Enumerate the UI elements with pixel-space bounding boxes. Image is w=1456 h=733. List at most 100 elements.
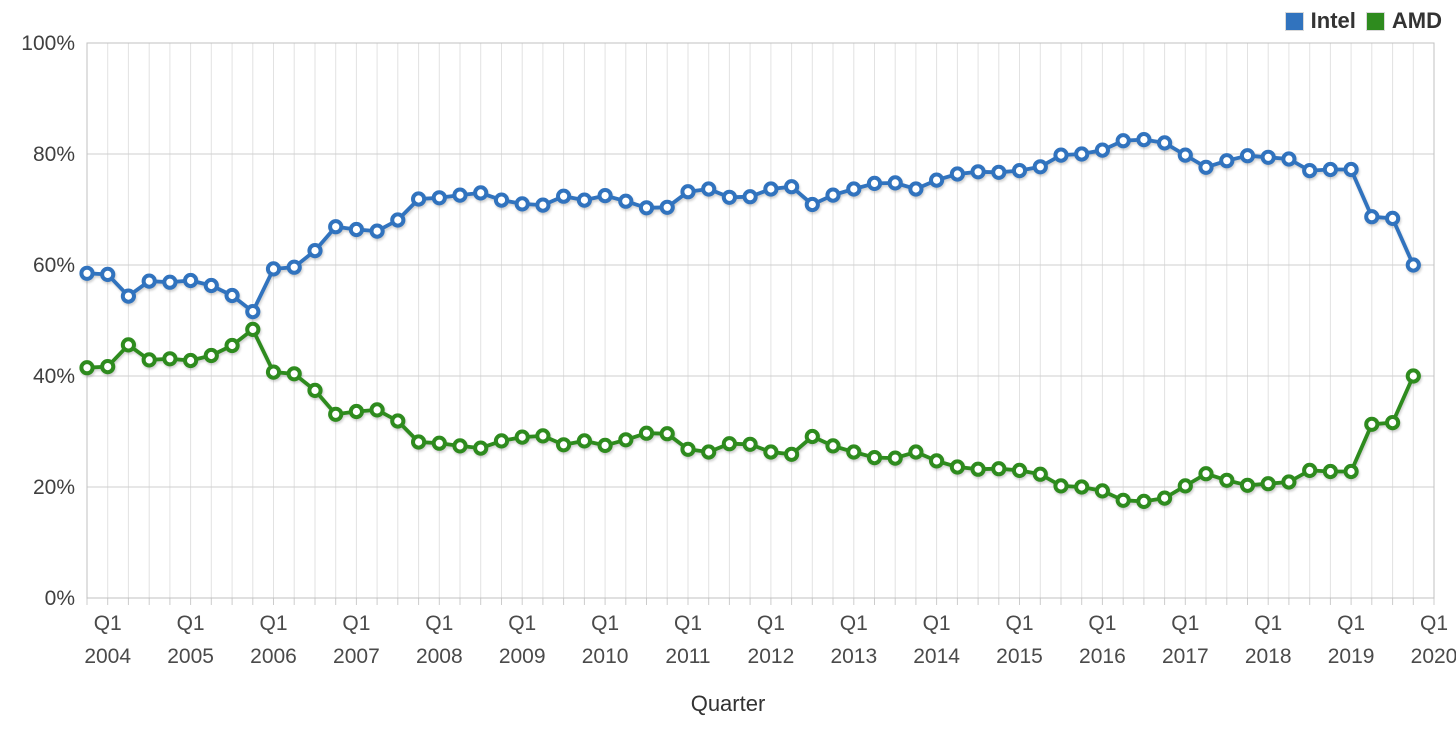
data-point-amd[interactable]	[245, 321, 261, 337]
data-point-amd[interactable]	[120, 337, 136, 353]
data-point-intel[interactable]	[286, 259, 302, 275]
data-point-intel[interactable]	[183, 272, 199, 289]
data-point-intel[interactable]	[887, 175, 903, 191]
data-point-amd[interactable]	[265, 364, 282, 380]
data-point-intel[interactable]	[1011, 163, 1028, 179]
data-point-amd[interactable]	[183, 352, 199, 369]
data-point-intel[interactable]	[1136, 132, 1152, 148]
legend-item-intel[interactable]: Intel	[1284, 10, 1356, 32]
data-point-intel[interactable]	[991, 164, 1007, 180]
data-point-intel[interactable]	[701, 181, 717, 197]
data-point-intel[interactable]	[1177, 147, 1193, 163]
data-point-intel[interactable]	[638, 200, 655, 216]
data-point-intel[interactable]	[162, 274, 178, 290]
data-point-amd[interactable]	[1302, 462, 1318, 478]
data-point-amd[interactable]	[1364, 416, 1380, 432]
data-point-intel[interactable]	[1053, 147, 1069, 163]
data-point-intel[interactable]	[100, 266, 116, 282]
data-point-intel[interactable]	[493, 192, 510, 208]
data-point-intel[interactable]	[1385, 210, 1401, 226]
data-point-amd[interactable]	[929, 453, 945, 469]
data-point-amd[interactable]	[1219, 472, 1235, 488]
data-point-intel[interactable]	[1281, 151, 1297, 167]
data-point-amd[interactable]	[369, 402, 385, 418]
data-point-intel[interactable]	[1364, 209, 1380, 225]
data-point-amd[interactable]	[452, 438, 468, 454]
data-point-amd[interactable]	[991, 461, 1007, 477]
data-point-amd[interactable]	[680, 441, 696, 457]
data-point-intel[interactable]	[804, 196, 820, 213]
data-point-amd[interactable]	[307, 382, 323, 398]
data-point-amd[interactable]	[79, 360, 95, 376]
data-point-amd[interactable]	[1343, 463, 1359, 480]
data-point-intel[interactable]	[846, 181, 862, 197]
data-point-amd[interactable]	[224, 337, 240, 354]
data-point-amd[interactable]	[970, 461, 986, 477]
data-point-intel[interactable]	[597, 188, 613, 204]
data-point-intel[interactable]	[328, 219, 344, 235]
data-point-amd[interactable]	[100, 359, 116, 375]
data-point-intel[interactable]	[763, 181, 779, 197]
data-point-amd[interactable]	[742, 436, 758, 452]
data-point-amd[interactable]	[825, 438, 841, 454]
data-point-intel[interactable]	[1239, 148, 1256, 164]
data-point-amd[interactable]	[1136, 493, 1152, 509]
data-point-amd[interactable]	[162, 351, 178, 367]
data-point-amd[interactable]	[784, 446, 800, 462]
data-point-amd[interactable]	[1322, 463, 1339, 480]
data-point-amd[interactable]	[1405, 368, 1421, 384]
data-point-amd[interactable]	[866, 450, 883, 466]
data-point-intel[interactable]	[784, 179, 800, 195]
data-point-intel[interactable]	[929, 172, 945, 188]
data-point-intel[interactable]	[1405, 257, 1421, 273]
data-point-amd[interactable]	[763, 444, 779, 460]
data-point-amd[interactable]	[1260, 476, 1276, 492]
legend-item-amd[interactable]: AMD	[1365, 10, 1442, 32]
data-point-intel[interactable]	[721, 189, 738, 205]
data-point-intel[interactable]	[79, 265, 95, 281]
data-point-intel[interactable]	[245, 304, 261, 320]
data-point-intel[interactable]	[949, 166, 966, 182]
data-point-intel[interactable]	[307, 243, 323, 259]
data-point-intel[interactable]	[431, 190, 447, 206]
data-point-amd[interactable]	[348, 403, 364, 420]
data-point-amd[interactable]	[203, 347, 219, 364]
data-point-amd[interactable]	[1053, 478, 1069, 494]
data-point-intel[interactable]	[411, 191, 427, 207]
data-point-amd[interactable]	[556, 437, 572, 453]
data-point-amd[interactable]	[618, 432, 634, 448]
data-point-intel[interactable]	[1157, 135, 1173, 151]
data-point-intel[interactable]	[224, 287, 240, 304]
data-point-intel[interactable]	[452, 187, 468, 203]
data-point-amd[interactable]	[141, 352, 157, 368]
data-point-intel[interactable]	[1260, 149, 1276, 165]
data-point-amd[interactable]	[431, 435, 447, 451]
data-point-amd[interactable]	[1011, 462, 1028, 478]
data-point-amd[interactable]	[1094, 483, 1111, 499]
data-point-intel[interactable]	[1302, 163, 1318, 179]
data-point-intel[interactable]	[369, 223, 385, 239]
data-point-amd[interactable]	[908, 444, 924, 460]
data-point-intel[interactable]	[141, 273, 157, 289]
data-point-intel[interactable]	[659, 199, 675, 215]
data-point-amd[interactable]	[721, 436, 738, 452]
data-point-amd[interactable]	[576, 433, 593, 449]
data-point-amd[interactable]	[597, 437, 613, 453]
data-point-amd[interactable]	[1198, 466, 1214, 482]
data-point-intel[interactable]	[473, 185, 489, 201]
data-point-amd[interactable]	[411, 434, 427, 450]
data-point-intel[interactable]	[556, 188, 572, 204]
data-point-intel[interactable]	[348, 221, 364, 238]
data-point-amd[interactable]	[1157, 490, 1173, 506]
data-point-intel[interactable]	[390, 212, 406, 228]
data-point-intel[interactable]	[1322, 161, 1339, 178]
data-point-intel[interactable]	[576, 192, 593, 208]
data-point-amd[interactable]	[1074, 479, 1090, 495]
data-point-intel[interactable]	[1219, 153, 1235, 169]
data-point-amd[interactable]	[659, 426, 675, 442]
data-point-amd[interactable]	[1115, 492, 1131, 508]
data-point-amd[interactable]	[887, 450, 903, 466]
data-point-amd[interactable]	[949, 459, 966, 475]
data-point-amd[interactable]	[535, 428, 551, 444]
data-point-intel[interactable]	[866, 175, 883, 191]
